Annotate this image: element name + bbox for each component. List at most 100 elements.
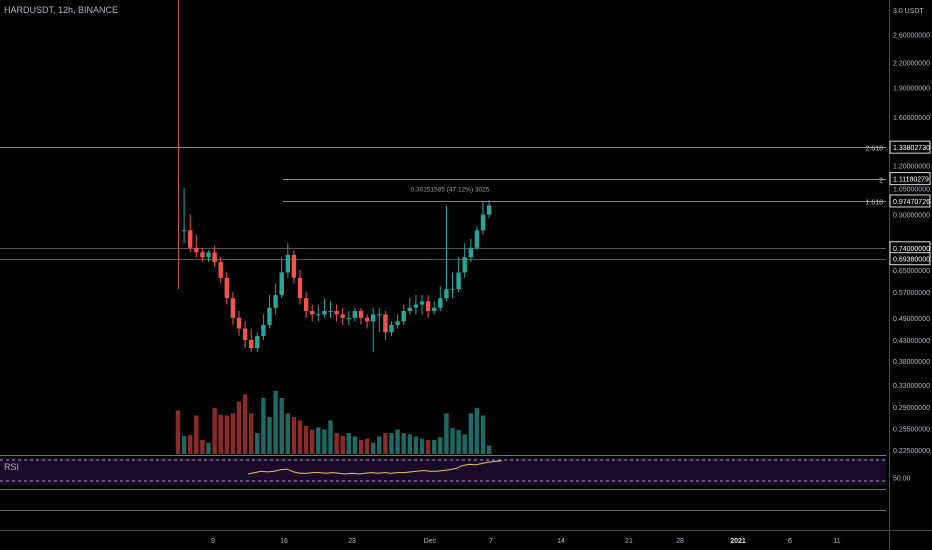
volume-bar xyxy=(236,401,242,454)
volume-bar xyxy=(291,416,297,454)
volume-bar xyxy=(255,433,260,454)
candle-body xyxy=(468,247,473,258)
candle-body xyxy=(346,317,351,319)
symbol-title: HARDUSDT, 12h, BINANCE xyxy=(4,5,119,15)
volume-bar xyxy=(194,415,199,454)
candle-body xyxy=(316,314,321,316)
volume-bar xyxy=(249,413,254,454)
volume-bar xyxy=(456,430,461,454)
volume-bar xyxy=(450,428,455,454)
volume-bar xyxy=(218,414,223,454)
rsi-pane: 50.00 xyxy=(0,455,911,511)
volume-bar xyxy=(224,415,229,454)
candle-body xyxy=(389,324,394,333)
candle-body xyxy=(425,301,431,311)
volume-bar xyxy=(432,440,437,454)
volume-bar xyxy=(310,429,315,454)
price-marker-box xyxy=(889,140,931,154)
candle-body xyxy=(371,314,376,322)
candle-body xyxy=(413,304,419,308)
price-tick-label: 0.49000000 xyxy=(893,316,930,323)
candle-body xyxy=(358,310,364,318)
volume-bar xyxy=(480,415,486,454)
candle-body xyxy=(450,289,455,291)
volume-bar xyxy=(230,413,236,454)
candle-body xyxy=(480,214,486,231)
candle-body xyxy=(218,262,223,278)
volume-bar xyxy=(200,440,205,454)
time-tick-label: 28 xyxy=(676,538,684,545)
price-marker-label: 0.69380000 xyxy=(893,257,930,264)
price-marker-label: 1.11180279 xyxy=(893,177,929,184)
price-tick-label: 0.57000000 xyxy=(893,290,930,297)
volume-bar xyxy=(297,420,303,454)
time-tick-label: 14 xyxy=(557,538,565,545)
price-tick-label: 0.29000000 xyxy=(893,405,930,412)
time-tick-label: 7 xyxy=(489,538,493,545)
candle-body xyxy=(249,339,254,349)
rsi-band xyxy=(0,458,886,485)
volume-bar xyxy=(346,433,351,454)
candle-body xyxy=(200,252,205,258)
candle-body xyxy=(230,298,236,318)
volume-bar xyxy=(358,440,364,454)
volume-bar xyxy=(444,413,449,454)
candle-body xyxy=(419,301,425,305)
volume-bar xyxy=(486,445,492,454)
candle-body xyxy=(181,230,187,232)
time-tick-label: 2021 xyxy=(730,538,746,545)
candle-body xyxy=(212,252,217,263)
price-tick-label: 1.90000000 xyxy=(893,86,930,93)
volume-bar xyxy=(279,398,284,454)
price-marker-label: 0.74000000 xyxy=(893,246,930,253)
candle-body xyxy=(255,336,260,349)
candle-body xyxy=(242,328,248,340)
rsi-axis-label: 50.00 xyxy=(893,476,911,483)
price-marker-box xyxy=(889,194,931,208)
volume-bar xyxy=(474,407,480,454)
volume-bar xyxy=(261,398,266,454)
candle-body xyxy=(486,205,492,215)
fib-label-2: 2 xyxy=(879,178,883,185)
price-tick-label: 0.33000000 xyxy=(893,383,930,390)
price-axis: 3.0 USDT 2.60000000 2.20000000 1.90000000 1.… xyxy=(889,0,931,550)
volume-bar xyxy=(352,436,358,454)
volume-bar xyxy=(389,433,394,454)
candle-body xyxy=(291,254,297,278)
candle-body xyxy=(279,272,284,296)
volume-bar xyxy=(401,433,406,454)
candle-body xyxy=(462,257,467,273)
volume-bar xyxy=(206,442,211,454)
candle-body xyxy=(322,310,327,315)
volume-bars xyxy=(175,391,492,454)
time-tick-label: 16 xyxy=(280,538,288,545)
volume-bar xyxy=(462,434,467,454)
volume-bar xyxy=(364,438,370,454)
volume-bar xyxy=(273,391,278,454)
time-tick-label: 9 xyxy=(211,538,215,545)
fibonacci-levels: 2.618 2 1.618 0.30251585 (47.12%) 3025 xyxy=(0,0,886,299)
volume-bar xyxy=(377,436,382,454)
candle-body xyxy=(340,314,345,318)
time-tick-label: 11 xyxy=(833,538,840,545)
candle-body xyxy=(401,310,406,322)
price-tick-label: 1.20000000 xyxy=(893,164,930,171)
candle-body xyxy=(383,314,388,333)
time-tick-label: 21 xyxy=(625,538,633,545)
volume-bar xyxy=(175,410,181,454)
candle-body xyxy=(377,314,382,316)
volume-bar xyxy=(425,440,431,454)
price-tick-label: 2.20000000 xyxy=(893,61,930,68)
candle-body xyxy=(328,310,333,312)
volume-bar xyxy=(413,436,419,454)
volume-bar xyxy=(322,429,327,454)
price-tick-label: 0.38000000 xyxy=(893,359,930,366)
price-tick-label: 0.43000000 xyxy=(893,338,930,345)
candle-body xyxy=(194,247,199,253)
fib-label-2.618: 2.618 xyxy=(865,146,883,153)
candle-body xyxy=(432,307,437,311)
volume-bar xyxy=(395,429,400,454)
candle-body xyxy=(407,307,412,311)
volume-bar xyxy=(383,433,388,454)
